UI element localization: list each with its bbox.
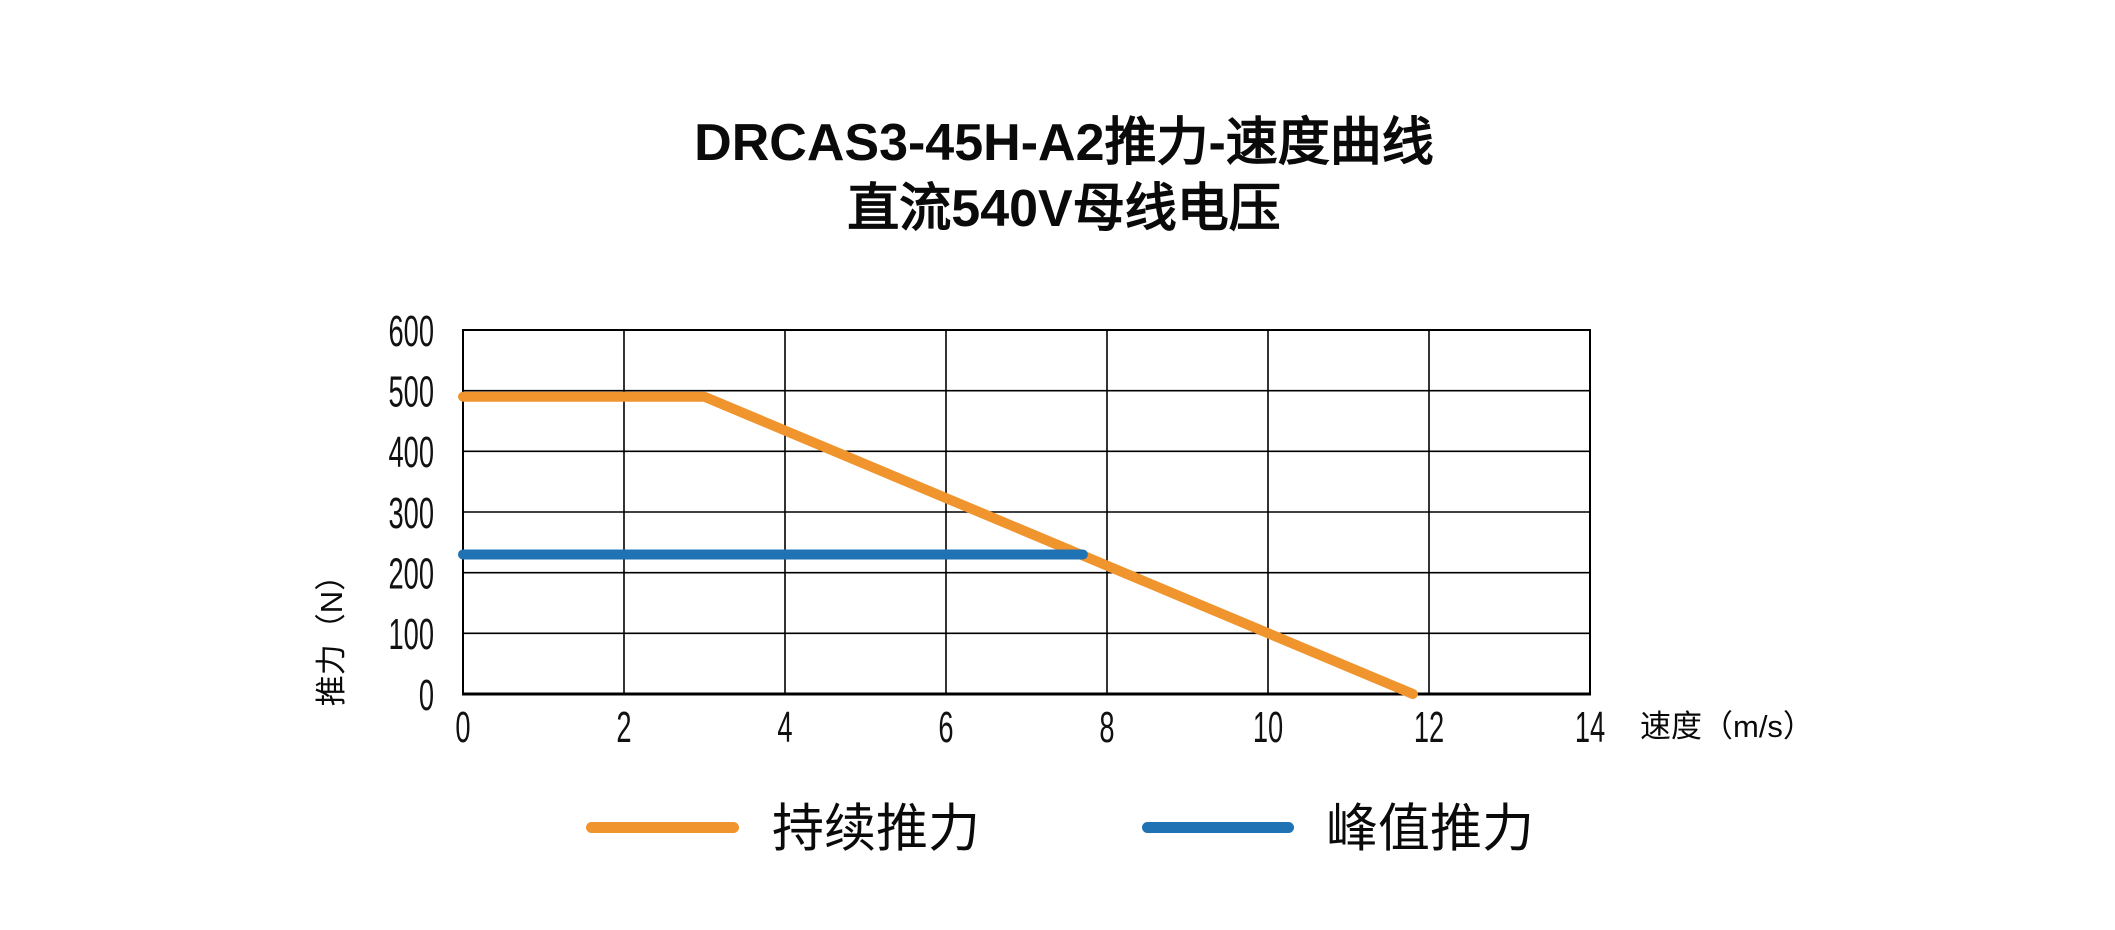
continuous-thrust-legend-swatch — [586, 822, 739, 833]
y-axis-title: 推力（N） — [314, 560, 349, 706]
x-tick-label: 10 — [1253, 702, 1283, 751]
peak-thrust-legend-swatch — [1142, 822, 1294, 833]
x-axis-title: 速度（m/s） — [1640, 709, 1814, 744]
x-tick-label: 2 — [616, 702, 631, 751]
y-tick-label: 500 — [388, 367, 434, 416]
chart-title: DRCAS3-45H-A2推力-速度曲线 直流540V母线电压 — [694, 110, 1434, 242]
peak-thrust-legend-label: 峰值推力 — [1326, 801, 1534, 859]
x-tick-label: 8 — [1099, 702, 1114, 751]
continuous-thrust-legend-label: 持续推力 — [772, 801, 980, 859]
continuous-thrust-line — [458, 391, 1418, 699]
chart-title-line-1: DRCAS3-45H-A2推力-速度曲线 — [694, 114, 1434, 172]
y-tick-label: 100 — [388, 610, 434, 659]
x-tick-label: 14 — [1575, 702, 1605, 751]
y-tick-label: 400 — [388, 428, 434, 477]
x-tick-label: 4 — [777, 702, 792, 751]
y-tick-label: 600 — [388, 306, 434, 355]
y-tick-label: 200 — [388, 549, 434, 598]
x-tick-label: 6 — [938, 702, 953, 751]
x-tick-label: 0 — [455, 702, 470, 751]
y-tick-label: 300 — [388, 488, 434, 537]
chart-title-line-2: 直流540V母线电压 — [847, 180, 1281, 238]
y-tick-label: 0 — [419, 670, 434, 719]
x-tick-label: 12 — [1414, 702, 1444, 751]
